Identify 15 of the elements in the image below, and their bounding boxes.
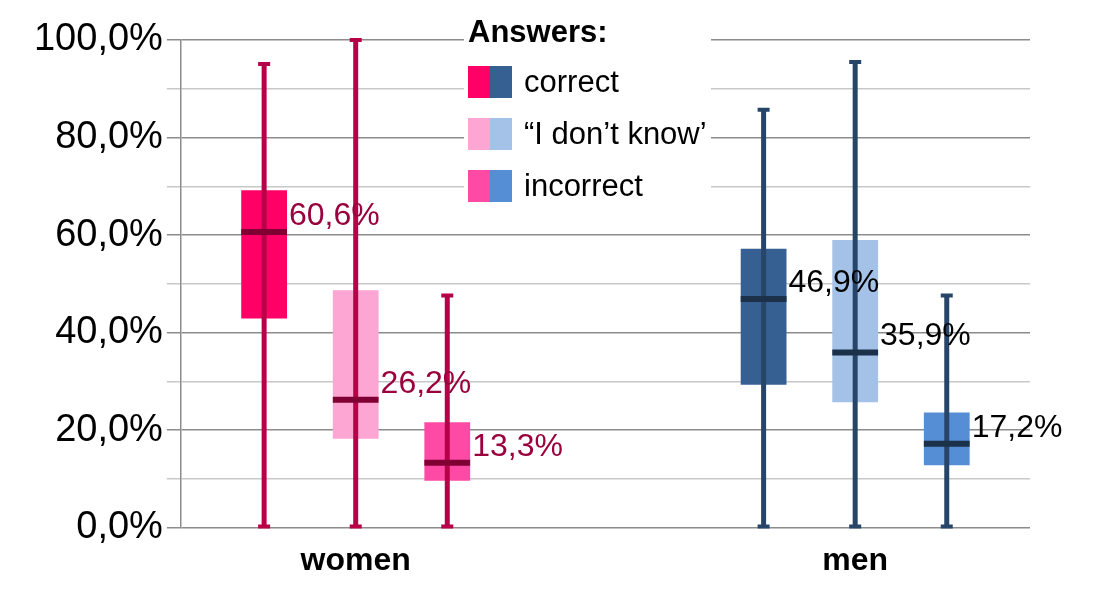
annotation: 17,2% [971, 407, 1063, 444]
y-tick-label: 0,0% [76, 504, 163, 547]
annotation: 13,3% [472, 426, 563, 463]
y-tick-label: 60,0% [55, 211, 163, 254]
y-tick-label: 100,0% [33, 16, 163, 59]
legend-label: correct [524, 64, 619, 100]
legend-title: Answers: [468, 14, 609, 50]
annotation: 46,9% [788, 262, 880, 299]
legend-label: incorrect [524, 168, 643, 204]
x-tick-label: women [299, 540, 411, 577]
legend-label: “I don’t know’ [524, 116, 707, 152]
x-tick-label: men [822, 540, 889, 577]
y-tick-label: 20,0% [55, 406, 163, 449]
y-tick-label: 80,0% [55, 114, 163, 156]
y-tick-label: 40,0% [55, 309, 163, 352]
